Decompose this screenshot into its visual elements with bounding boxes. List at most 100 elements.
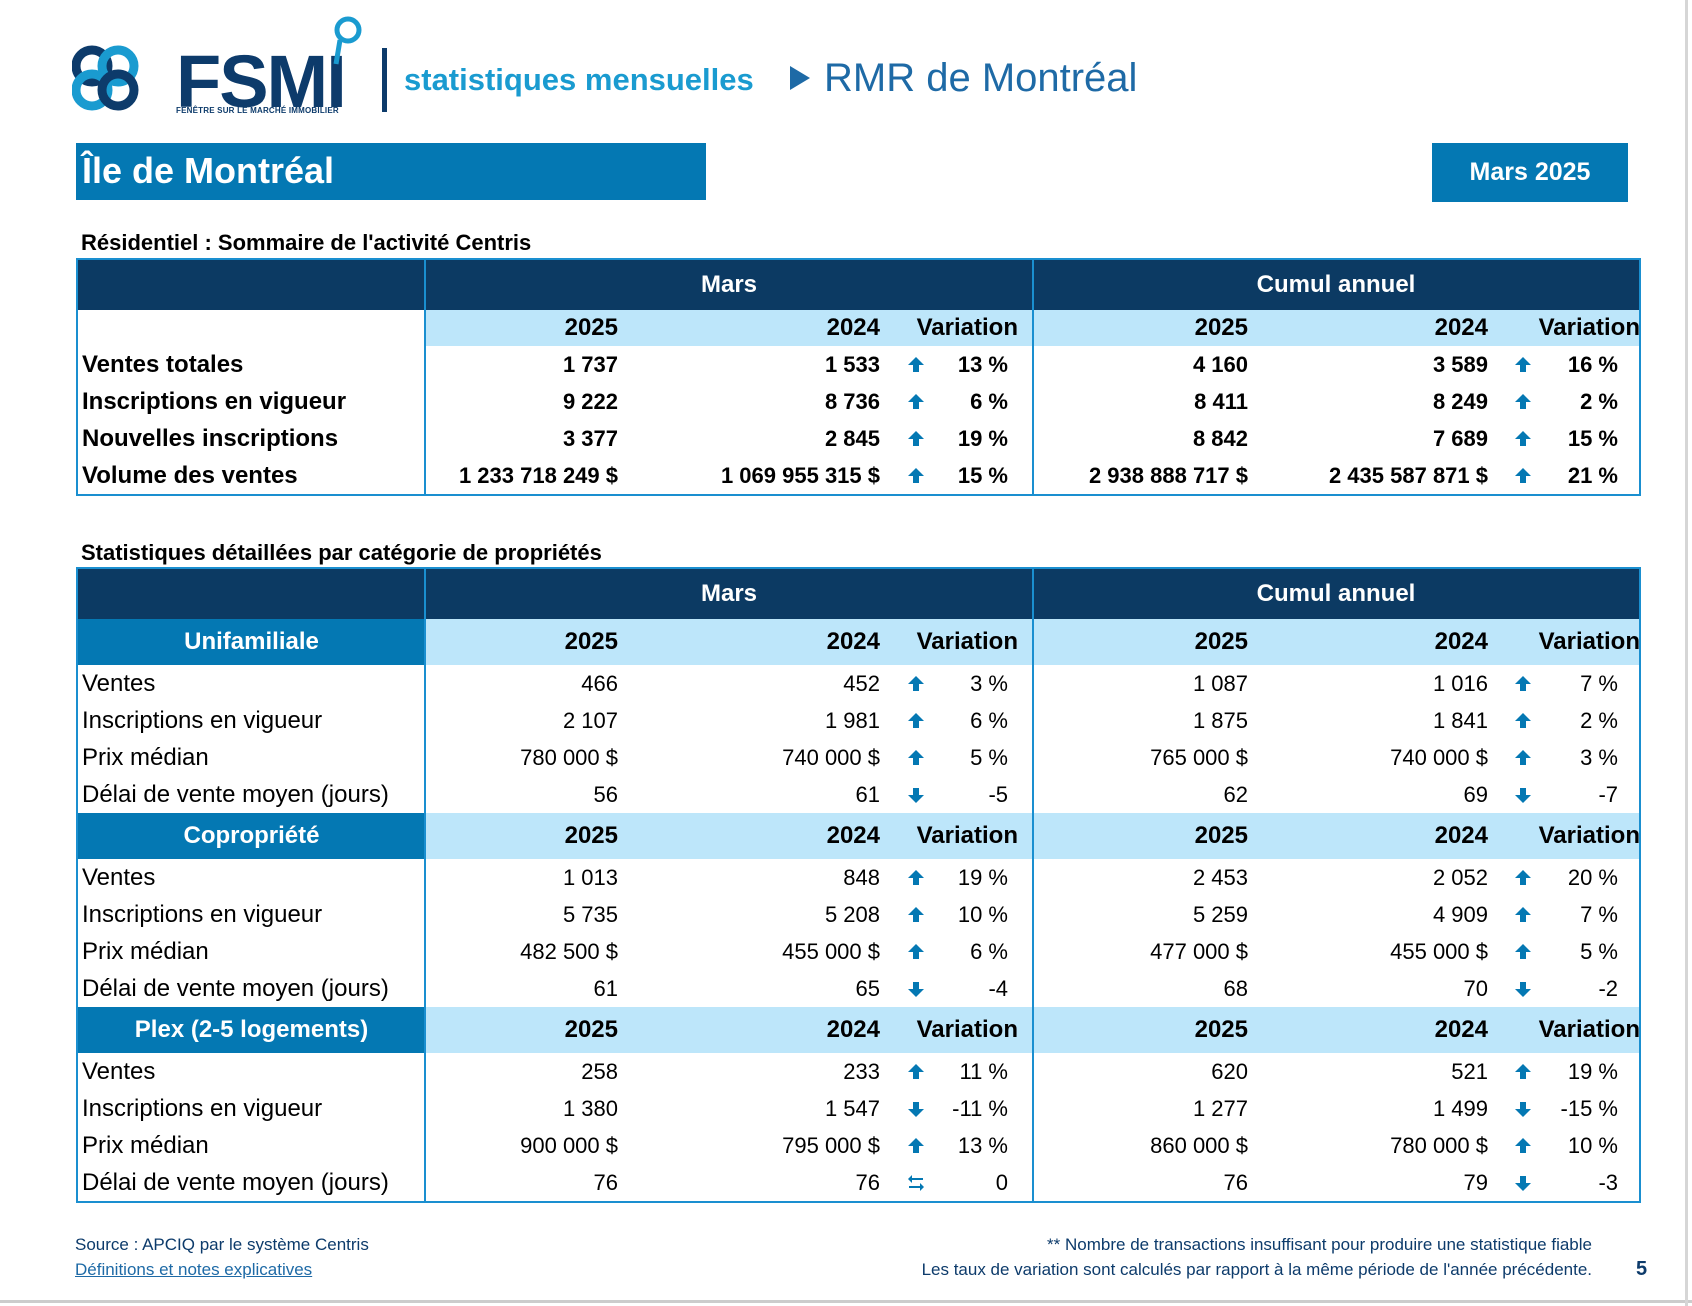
- cumul-2025-value: 765 000 $: [1150, 745, 1248, 770]
- source-note: Source : APCIQ par le système Centris: [75, 1235, 369, 1254]
- insufficient-note: ** Nombre de transactions insuffisant po…: [1047, 1235, 1592, 1254]
- col-2024: 2024: [1434, 314, 1488, 341]
- row-label: Ventes: [82, 1058, 156, 1085]
- arrow-up-icon: [1515, 869, 1531, 885]
- col-variation: Variation: [916, 1016, 1018, 1043]
- trend-arrow: [1509, 1164, 1537, 1201]
- trend-arrow: [1509, 933, 1537, 970]
- trend-arrow: [902, 859, 930, 896]
- mars-variation-value: 19 %: [957, 426, 1008, 451]
- mars-variation-value: 10 %: [957, 902, 1008, 927]
- cumul-2025-value: 1 277: [1192, 1096, 1248, 1121]
- cumul-2024-value: 455 000 $: [1390, 939, 1488, 964]
- arrow-up-icon: [908, 1137, 924, 1153]
- col-2024: 2024: [826, 314, 880, 341]
- column-header-row: 2025 2024 Variation 2025 2024 Variation: [78, 310, 1640, 346]
- group-header-row: Mars Cumul annuel: [78, 260, 1639, 310]
- category-label: Copropriété: [78, 813, 425, 859]
- cumul-2025-value: 8 411: [1194, 389, 1248, 414]
- cumul-2024-value: 70: [1463, 976, 1488, 1001]
- mars-2024-value: 1 069 955 315 $: [720, 463, 880, 488]
- table-row: Délai de vente moyen (jours) 56 61 -5 62 69 -7: [78, 776, 1639, 813]
- mars-2024-value: 455 000 $: [782, 939, 880, 964]
- trend-arrow: [1509, 970, 1537, 1007]
- cumul-2025-value: 477 000 $: [1150, 939, 1248, 964]
- mars-2024-value: 740 000 $: [782, 745, 880, 770]
- column-header-row: Plex (2-5 logements) 2025 2024 Variation 202…: [78, 1007, 1640, 1053]
- mars-variation-value: 0: [995, 1170, 1008, 1195]
- arrow-up-icon: [908, 712, 924, 728]
- arrow-up-icon: [1515, 906, 1531, 922]
- mars-2025-value: 9 222: [562, 389, 618, 414]
- column-header-row: Copropriété 2025 2024 Variation 2025 2024 Vari…: [78, 813, 1640, 859]
- arrow-up-icon: [908, 869, 924, 885]
- mars-2024-value: 1 981: [824, 708, 880, 733]
- mars-2025-value: 56: [593, 782, 618, 807]
- mars-variation-value: -4: [988, 976, 1008, 1001]
- col-variation: Variation: [916, 314, 1018, 341]
- blank-header-cell: [78, 310, 425, 346]
- table-row: Inscriptions en vigueur 5 735 5 208 10 % 5 2…: [78, 896, 1639, 933]
- row-label: Ventes: [82, 670, 156, 697]
- page-title-band: [76, 143, 706, 200]
- arrow-up-icon: [1515, 1137, 1531, 1153]
- table-row: Prix médian 900 000 $ 795 000 $ 13 % 860 000…: [78, 1127, 1639, 1164]
- cumul-variation-value: 5 %: [1580, 939, 1618, 964]
- arrow-down-icon: [1515, 1101, 1531, 1117]
- col-variation: Variation: [1538, 1016, 1640, 1043]
- cumul-variation-value: 21 %: [1567, 463, 1618, 488]
- cumul-2024-value: 7 689: [1432, 426, 1488, 451]
- mars-2024-value: 233: [843, 1059, 880, 1084]
- col-2024: 2024: [826, 822, 880, 849]
- cumul-variation-value: 20 %: [1567, 865, 1618, 890]
- mars-2025-value: 482 500 $: [520, 939, 618, 964]
- arrow-up-icon: [908, 467, 924, 483]
- cumul-2025-value: 5 259: [1192, 902, 1248, 927]
- cumul-variation-value: 10 %: [1567, 1133, 1618, 1158]
- table-row: Inscriptions en vigueur 2 107 1 981 6 % 1 87…: [78, 702, 1639, 739]
- cumul-2025-value: 620: [1211, 1059, 1248, 1084]
- mars-2025-value: 1 737: [562, 352, 618, 377]
- logo-text: FSMI: [176, 40, 347, 123]
- cumul-variation-value: 2 %: [1580, 708, 1618, 733]
- trend-arrow: [1509, 665, 1537, 702]
- cumul-2025-value: 4 160: [1192, 352, 1248, 377]
- period-badge: Mars 2025: [1432, 143, 1628, 202]
- cumul-variation-value: 19 %: [1567, 1059, 1618, 1084]
- cumul-variation-value: 16 %: [1567, 352, 1618, 377]
- trend-arrow: [1509, 346, 1537, 383]
- row-label: Délai de vente moyen (jours): [82, 975, 389, 1002]
- definitions-link[interactable]: Définitions et notes explicatives: [75, 1260, 313, 1279]
- trend-arrow: [1509, 1127, 1537, 1164]
- mars-variation-value: 3 %: [970, 671, 1008, 696]
- trend-arrow: [902, 1053, 930, 1090]
- cumul-2024-value: 521: [1451, 1059, 1488, 1084]
- arrow-up-icon: [1515, 1063, 1531, 1079]
- group-mars: Mars: [700, 271, 758, 298]
- table-row: Ventes 1 013 848 19 % 2 453 2 052 20 %: [78, 859, 1639, 896]
- row-label: Délai de vente moyen (jours): [82, 1169, 389, 1196]
- header-divider: [382, 48, 387, 112]
- arrow-up-icon: [1515, 393, 1531, 409]
- row-label: Inscriptions en vigueur: [82, 901, 323, 928]
- col-2024: 2024: [1434, 1016, 1488, 1043]
- arrow-up-icon: [1515, 467, 1531, 483]
- right-rule: [1685, 0, 1688, 1306]
- mars-variation-value: 13 %: [957, 1133, 1008, 1158]
- cumul-2024-value: 780 000 $: [1390, 1133, 1488, 1158]
- cumul-2024-value: 8 249: [1432, 389, 1488, 414]
- detail-table: Mars Cumul annuel Unifamiliale 2025 2024 Vari…: [76, 567, 1641, 1203]
- row-label: Prix médian: [82, 1132, 209, 1159]
- col-2025: 2025: [1194, 822, 1248, 849]
- arrow-up-icon: [908, 1063, 924, 1079]
- mars-variation-value: 11 %: [959, 1059, 1008, 1084]
- col-2024: 2024: [1434, 628, 1488, 655]
- col-2025: 2025: [564, 628, 618, 655]
- arrow-up-icon: [908, 393, 924, 409]
- cumul-variation-value: -2: [1598, 976, 1618, 1001]
- row-label: Prix médian: [82, 744, 209, 771]
- row-label: Inscriptions en vigueur: [82, 707, 323, 734]
- mars-2024-value: 1 533: [824, 352, 880, 377]
- cumul-variation-value: 2 %: [1580, 389, 1618, 414]
- cumul-2025-value: 76: [1223, 1170, 1248, 1195]
